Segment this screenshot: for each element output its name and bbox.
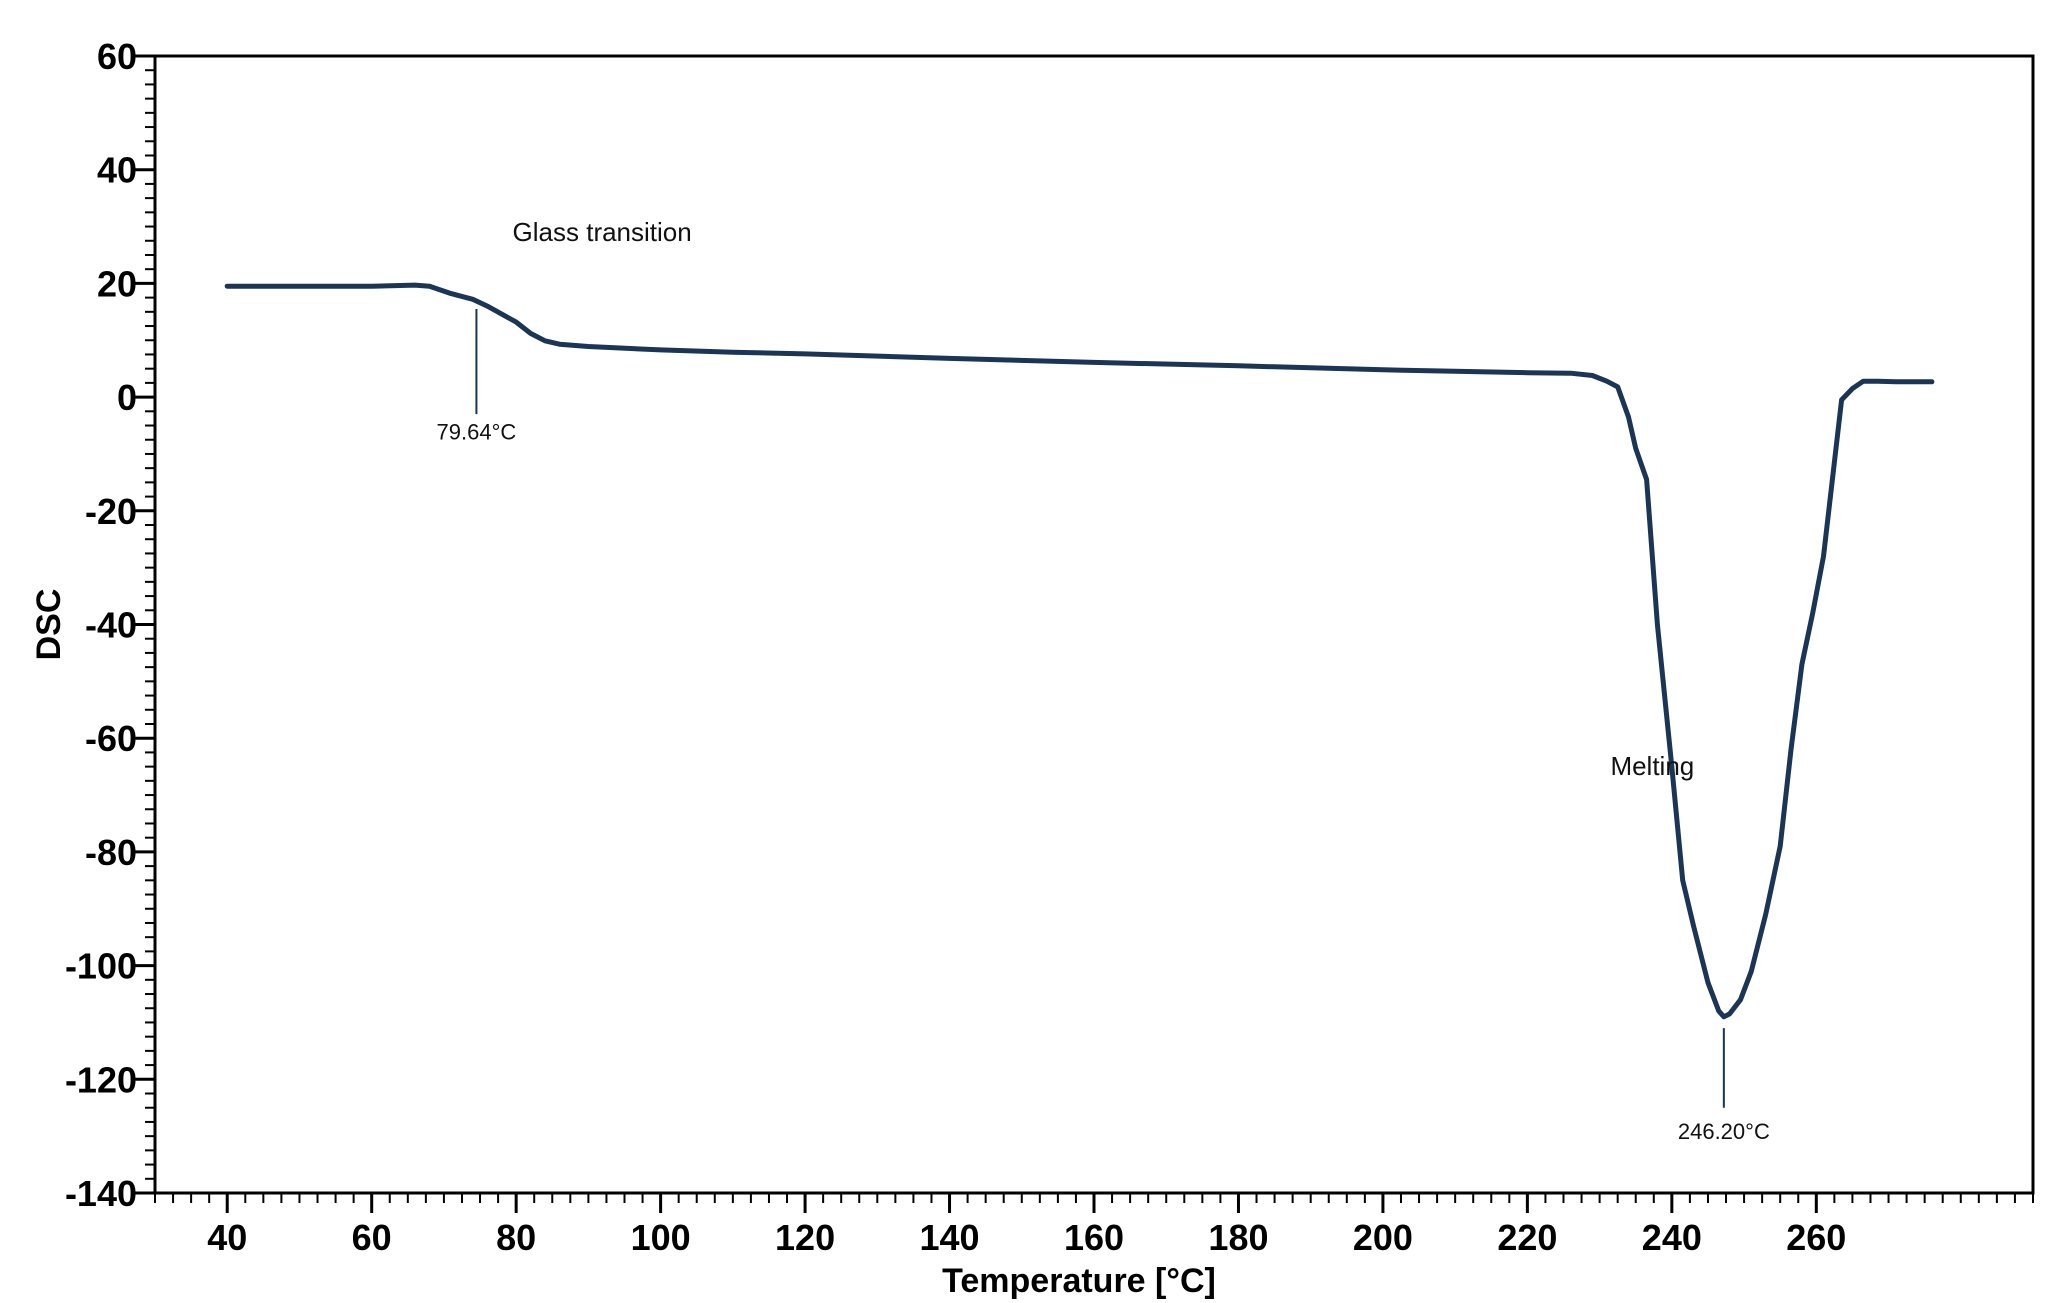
y-axis-title: DSC: [30, 589, 68, 661]
annotation-label: Melting: [1610, 751, 1694, 781]
y-tick-label: 40: [97, 150, 137, 191]
x-tick-label: 120: [775, 1217, 835, 1258]
x-tick-label: 240: [1642, 1217, 1702, 1258]
annotations: Glass transition Melting: [513, 217, 1695, 781]
temperature-markers: 79.64°C 246.20°C: [437, 308, 1770, 1144]
x-tick-label: 80: [496, 1217, 536, 1258]
x-tick-label: 140: [919, 1217, 979, 1258]
marker-temperature-label: 246.20°C: [1678, 1119, 1770, 1144]
x-tick-label: 40: [207, 1217, 247, 1258]
marker-temperature-label: 79.64°C: [437, 420, 517, 445]
plot-frame: [153, 54, 2035, 1195]
x-tick-label: 100: [631, 1217, 691, 1258]
x-tick-label: 200: [1353, 1217, 1413, 1258]
x-tick-label: 60: [352, 1217, 392, 1258]
y-tick-label: -80: [85, 832, 137, 873]
minor-ticks: [145, 55, 2034, 1203]
x-tick-label: 180: [1208, 1217, 1268, 1258]
y-tick-label: 60: [97, 36, 137, 77]
x-tick-label: 260: [1786, 1217, 1846, 1258]
y-tick-label: -100: [65, 946, 137, 987]
y-tick-label: -120: [65, 1059, 137, 1100]
y-tick-label: 0: [117, 377, 137, 418]
y-axis-tick-labels: 60 40 20 0 -20 -40 -60 -80 -100 -120 -140: [65, 36, 137, 1214]
y-tick-label: -40: [85, 605, 137, 646]
y-tick-label: -140: [65, 1173, 137, 1214]
x-tick-label: 160: [1064, 1217, 1124, 1258]
x-axis-tick-labels: 40 60 80 100 120 140 160 180 200 220 240 260: [207, 1217, 1846, 1258]
y-tick-label: -60: [85, 718, 137, 759]
major-ticks: [135, 54, 1818, 1213]
annotation-label: Glass transition: [513, 217, 692, 247]
y-tick-label: 20: [97, 263, 137, 304]
dsc-curve: [224, 282, 1935, 1020]
y-tick-label: -20: [85, 491, 137, 532]
x-axis-title: Temperature [°C]: [942, 1262, 1216, 1300]
x-tick-label: 220: [1497, 1217, 1557, 1258]
